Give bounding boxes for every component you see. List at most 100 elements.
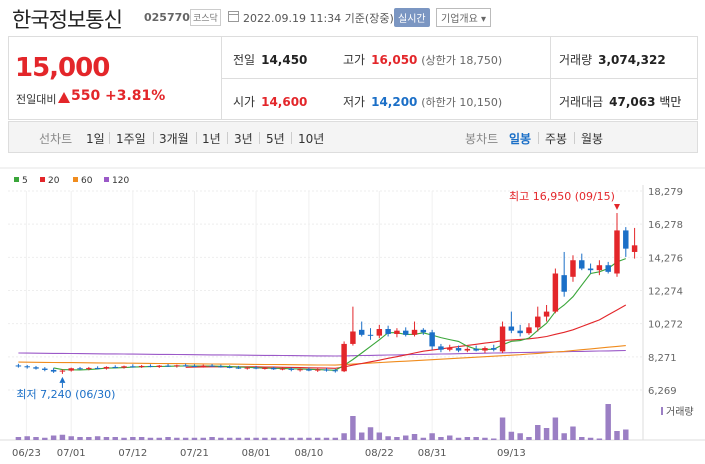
candle-body [358,329,365,335]
volume-bar [376,432,383,440]
volume-bar [218,437,224,440]
volume-bar [182,437,189,440]
x-tick-label: 08/10 [294,448,323,459]
volume-bar [517,433,523,440]
candle-body [552,273,559,312]
candle-body [218,366,224,368]
upper-limit: (상한가 18,750) [421,54,503,67]
line-chart-label: 선차트 [39,132,73,146]
volume-bar [350,416,356,440]
candle-body [579,260,585,269]
max-price-label: 최고 16,950 (09/15) [509,190,615,203]
candle-body [226,366,233,368]
volume-bar [429,433,435,440]
candle-body [570,260,576,277]
legend-label: 60 [81,176,93,186]
divider [221,78,697,79]
volume-bar [86,437,92,440]
candle-body [200,365,206,367]
candle-body [112,366,118,368]
candle-weekly[interactable]: 주봉 [545,132,568,146]
candle-body [376,329,383,336]
volume-bar [270,437,277,440]
candle-body [631,245,638,252]
volume-bar [535,425,541,440]
candle-body [385,329,391,334]
period-1d[interactable]: 1일 [86,132,105,146]
realtime-button[interactable]: 실시간 [394,8,430,27]
volume-bar [138,437,145,440]
change-rate: +3.81% [105,88,166,104]
candle-body [350,331,356,344]
candle-body [394,330,400,334]
candle-body [77,368,83,370]
volume-bar [552,417,559,440]
candle-body [288,368,295,370]
candle-daily[interactable]: 일봉 [509,132,532,146]
candle-body [130,366,136,368]
volume-bar [402,435,409,440]
candle-body [526,327,532,334]
stock-name: 한국정보통신 [12,8,123,32]
period-1w[interactable]: 1주일 [116,132,146,146]
candle-body [209,365,215,367]
candle-body [235,367,242,369]
x-tick-label: 07/21 [180,448,209,459]
x-tick-label: 08/31 [418,448,447,459]
prev-close-cell: 전일 14,450 [233,51,307,68]
candle-body [517,330,523,334]
period-10y[interactable]: 10년 [298,132,325,146]
volume-label: 거래량 [559,53,593,67]
amount-unit: 백만 [659,95,682,109]
candle-body [447,348,453,350]
volume-bar [121,437,127,440]
volume-bar [77,437,83,440]
period-3m[interactable]: 3개월 [159,132,189,146]
volume-bar [226,437,233,440]
quote-datetime: 2022.09.19 11:34 기준(장중) [243,12,394,25]
volume-bar [306,437,312,440]
min-arrow-icon [59,376,66,383]
low-value: 14,200 [371,95,418,109]
y-tick-label: 6,269 [648,386,677,397]
volume-bar [332,437,339,440]
candle-body [121,366,127,368]
volume-bar [508,431,515,440]
candle-body [438,346,444,350]
candle-body [482,348,488,351]
candle-body [244,367,251,369]
period-1y[interactable]: 1년 [202,132,221,146]
volume-bar [596,438,603,440]
candle-body [605,265,611,272]
legend-label: 5 [22,176,28,186]
candle-monthly[interactable]: 월봉 [581,132,604,146]
candle-body [297,369,303,371]
volume-bar [50,435,57,440]
volume-label: 거래량 [666,406,694,418]
candle-body [253,367,259,369]
company-overview-dropdown[interactable]: 기업개요 ▾ [436,8,492,27]
volume-bar [358,432,365,440]
y-tick-label: 18,279 [648,187,683,198]
legend-swatch [73,177,78,182]
volume-bar [15,437,22,440]
prev-close-value: 14,450 [261,53,308,67]
legend-label: 120 [112,176,129,186]
x-tick-label: 07/12 [118,448,147,459]
open-value: 14,600 [261,95,308,109]
volume-bar [174,437,180,440]
candle-body [24,366,30,368]
candle-chart-label: 봉차트 [465,132,499,146]
high-cell: 고가 16,050 (상한가 18,750) [343,51,502,68]
period-5y[interactable]: 5년 [266,132,285,146]
legend-swatch [40,177,45,182]
volume-bar [288,437,295,440]
volume-bar [297,437,303,440]
x-tick-label: 06/23 [12,448,41,459]
candle-body [561,275,567,292]
candle-body [455,348,462,351]
candle-body [50,369,57,372]
volume-value: 3,074,322 [598,53,666,67]
period-3y[interactable]: 3년 [234,132,253,146]
volume-bar [24,436,30,440]
